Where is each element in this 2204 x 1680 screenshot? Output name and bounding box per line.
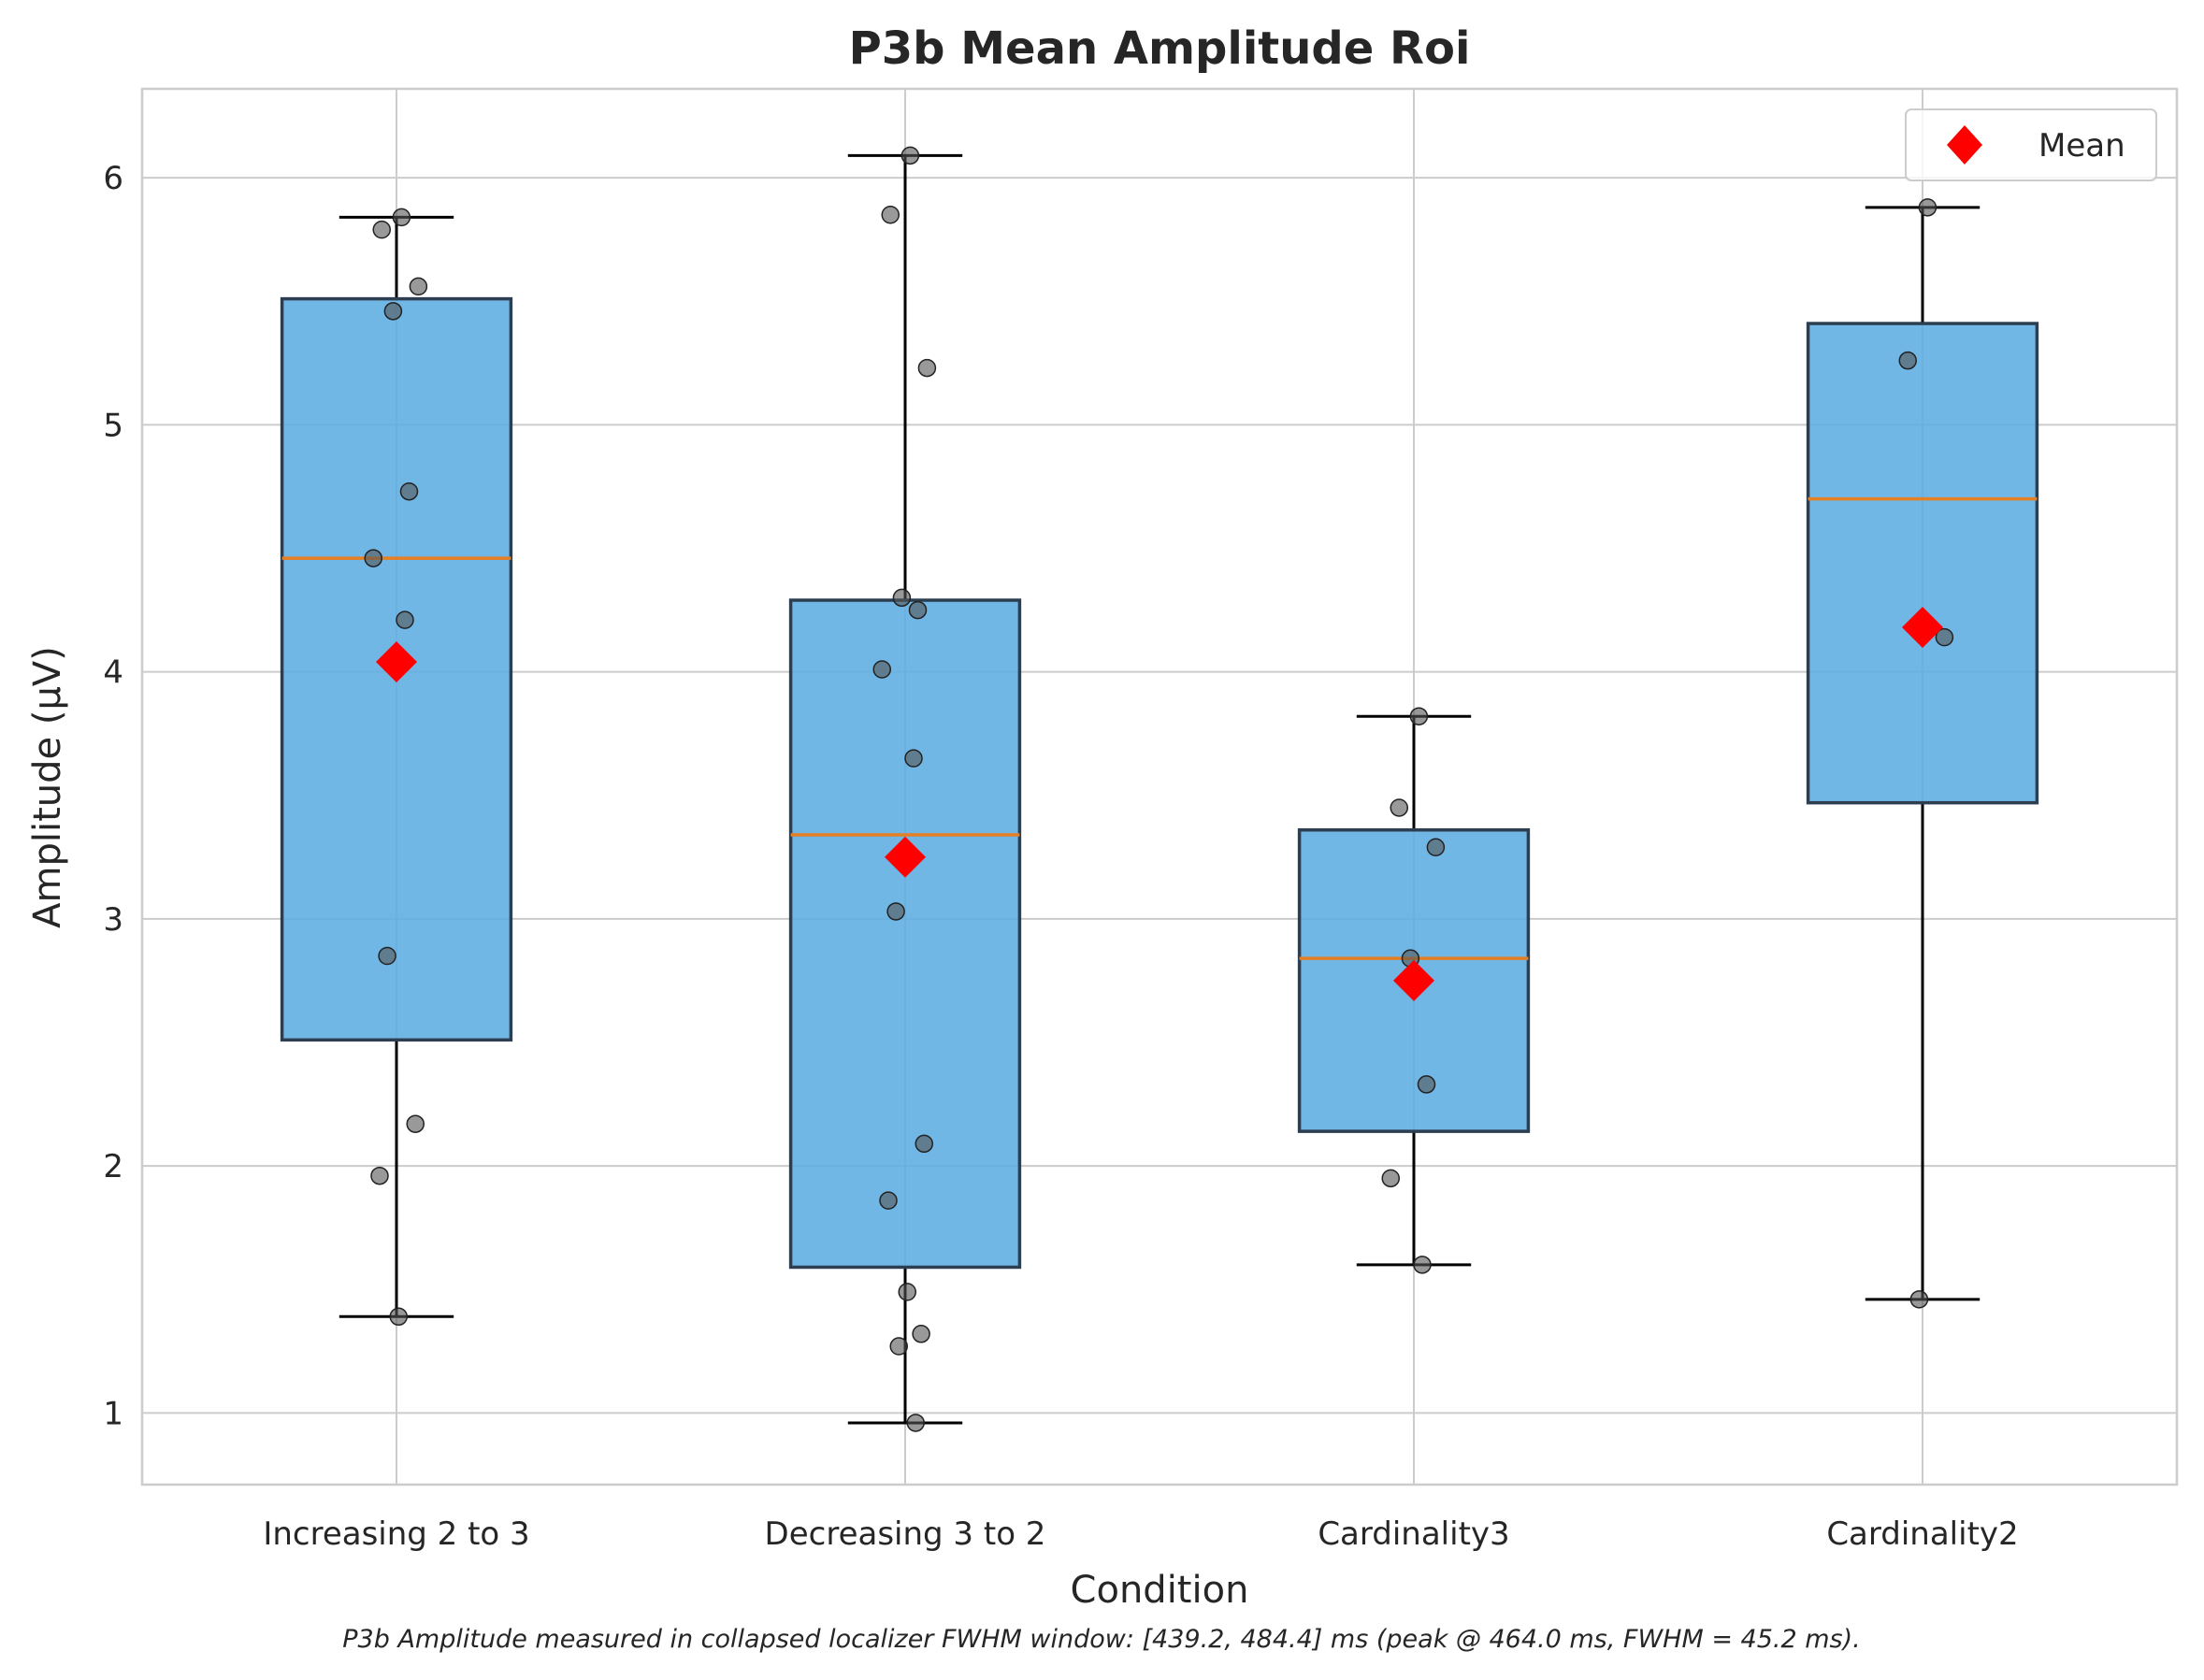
x-axis-ticks: Increasing 2 to 3 Decreasing 3 to 2 Cardin… [263, 1515, 2018, 1553]
data-point [904, 749, 923, 768]
data-points [364, 146, 1954, 1432]
footnote: P3b Amplitude measured in collapsed loca… [342, 1625, 1860, 1654]
data-point [392, 208, 411, 227]
data-point [378, 946, 396, 966]
box-group [280, 153, 2039, 1425]
data-point [908, 600, 928, 620]
data-point [879, 1191, 898, 1210]
mean-marker [1902, 607, 1943, 649]
data-point [389, 1307, 408, 1327]
y-tick-label: 5 [103, 407, 123, 444]
legend-frame [1905, 108, 2157, 181]
data-point [917, 358, 937, 378]
box-iqr [788, 598, 1022, 1270]
data-point [406, 1114, 425, 1133]
mean-marker [376, 641, 417, 683]
data-point [915, 1134, 933, 1154]
data-point [1409, 707, 1429, 725]
data-point [1909, 1290, 1929, 1309]
chart-title: P3b Mean Amplitude Roi [849, 22, 1471, 75]
data-point [1413, 1256, 1432, 1274]
y-tick-label: 2 [103, 1148, 123, 1185]
y-tick-label: 1 [103, 1395, 123, 1432]
data-point [1381, 1169, 1400, 1188]
box-1 [280, 215, 513, 1318]
data-point [1918, 198, 1938, 217]
data-point [1898, 351, 1917, 370]
data-point [892, 588, 912, 608]
data-point [889, 1337, 908, 1356]
data-point [900, 146, 920, 165]
data-point [906, 1414, 925, 1432]
data-point [1426, 838, 1446, 856]
y-tick-label: 6 [103, 160, 123, 197]
y-tick-label: 3 [103, 901, 123, 939]
data-point [399, 481, 419, 501]
x-tick-label: Decreasing 3 to 2 [765, 1515, 1046, 1553]
data-point [886, 902, 905, 921]
data-point [881, 206, 900, 224]
y-tick-label: 4 [103, 654, 123, 692]
box-2 [788, 153, 1022, 1425]
y-axis-ticks: 1 2 3 4 5 6 [103, 160, 123, 1432]
legend-mean-marker [1947, 125, 1982, 165]
data-point [872, 660, 891, 679]
data-point [383, 302, 403, 321]
data-point [396, 610, 414, 629]
x-tick-label: Cardinality2 [1826, 1515, 2018, 1553]
data-point [364, 549, 382, 567]
data-point [1417, 1075, 1436, 1094]
data-point [1935, 627, 1954, 647]
x-tick-label: Cardinality3 [1318, 1515, 1509, 1553]
legend: Mean [1905, 108, 2157, 181]
x-axis-label: Condition [1071, 1569, 1249, 1612]
y-axis-label: Amplitude (µV) [26, 646, 69, 928]
box-4 [1806, 206, 2039, 1301]
data-point [370, 1166, 389, 1185]
x-tick-label: Increasing 2 to 3 [263, 1515, 529, 1553]
mean-markers [376, 607, 1943, 1001]
data-point [372, 220, 391, 239]
mean-marker [1393, 959, 1434, 1001]
legend-mean-label: Mean [2038, 127, 2125, 165]
mean-marker [885, 836, 926, 878]
data-point [912, 1325, 930, 1343]
plot-area-frame [140, 87, 2179, 1486]
data-point [409, 277, 428, 296]
data-point [898, 1283, 916, 1301]
box-iqr [1806, 322, 2039, 805]
data-point [1390, 798, 1408, 817]
